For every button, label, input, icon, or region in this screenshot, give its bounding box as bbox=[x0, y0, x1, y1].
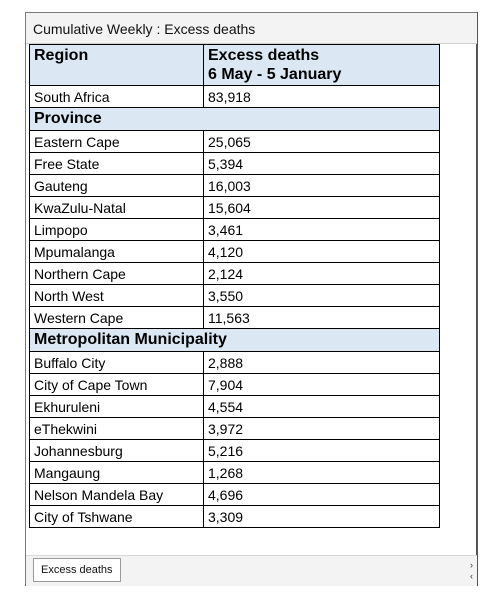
value-cell: 15,604 bbox=[203, 196, 440, 219]
table-row: Mpumalanga 4,120 bbox=[29, 240, 440, 263]
excess-deaths-header-line1: Excess deaths bbox=[208, 47, 320, 64]
table-row: City of Tshwane 3,309 bbox=[29, 505, 440, 528]
table-row: eThekwini 3,972 bbox=[29, 417, 440, 440]
table-row: Limpopo 3,461 bbox=[29, 218, 440, 241]
table-row: Northern Cape 2,124 bbox=[29, 262, 440, 285]
value-cell: 3,309 bbox=[203, 505, 440, 528]
value-cell: 5,394 bbox=[203, 152, 440, 175]
region-cell: Gauteng bbox=[29, 174, 204, 197]
value-cell: 4,120 bbox=[203, 240, 440, 263]
value-cell: 83,918 bbox=[203, 85, 440, 108]
value-cell: 7,904 bbox=[203, 373, 440, 396]
data-sheet: Region Excess deaths 6 May - 5 January S… bbox=[29, 44, 464, 528]
region-header: Region bbox=[29, 44, 204, 86]
value-cell: 16,003 bbox=[203, 174, 440, 197]
value-cell: 4,554 bbox=[203, 395, 440, 418]
table-row: KwaZulu-Natal 15,604 bbox=[29, 196, 440, 219]
value-cell: 3,550 bbox=[203, 284, 440, 307]
table-row: City of Cape Town 7,904 bbox=[29, 373, 440, 396]
region-cell: Western Cape bbox=[29, 306, 204, 329]
table-row: Buffalo City 2,888 bbox=[29, 351, 440, 374]
value-cell: 25,065 bbox=[203, 130, 440, 153]
table-row: Ekhuruleni 4,554 bbox=[29, 395, 440, 418]
value-cell: 2,888 bbox=[203, 351, 440, 374]
region-cell: KwaZulu-Natal bbox=[29, 196, 204, 219]
value-cell: 5,216 bbox=[203, 439, 440, 462]
excess-deaths-header: Excess deaths 6 May - 5 January bbox=[203, 44, 440, 86]
table-row: Western Cape 11,563 bbox=[29, 306, 440, 329]
sheet-tab-excess-deaths[interactable]: Excess deaths bbox=[33, 558, 121, 582]
region-cell: Johannesburg bbox=[29, 439, 204, 462]
table-row: Eastern Cape 25,065 bbox=[29, 130, 440, 153]
metro-section-row: Metropolitan Municipality bbox=[29, 328, 440, 352]
region-cell: Mpumalanga bbox=[29, 240, 204, 263]
value-cell: 11,563 bbox=[203, 306, 440, 329]
value-cell: 3,461 bbox=[203, 218, 440, 241]
region-cell: South Africa bbox=[29, 85, 204, 108]
region-cell: Limpopo bbox=[29, 218, 204, 241]
table-row: Mangaung 1,268 bbox=[29, 461, 440, 484]
region-cell: Eastern Cape bbox=[29, 130, 204, 153]
province-section-label: Province bbox=[29, 107, 440, 131]
report-window: Cumulative Weekly : Excess deaths Region… bbox=[25, 12, 478, 586]
chevron-right-icon[interactable]: › bbox=[470, 560, 473, 570]
province-section-row: Province bbox=[29, 107, 440, 131]
value-cell: 3,972 bbox=[203, 417, 440, 440]
region-cell: Mangaung bbox=[29, 461, 204, 484]
region-cell: North West bbox=[29, 284, 204, 307]
region-cell: Buffalo City bbox=[29, 351, 204, 374]
excess-deaths-table: Region Excess deaths 6 May - 5 January S… bbox=[29, 44, 440, 528]
report-title: Cumulative Weekly : Excess deaths bbox=[33, 21, 256, 37]
value-cell: 1,268 bbox=[203, 461, 440, 484]
region-cell: City of Tshwane bbox=[29, 505, 204, 528]
table-row: Johannesburg 5,216 bbox=[29, 439, 440, 462]
table-row: North West 3,550 bbox=[29, 284, 440, 307]
region-cell: eThekwini bbox=[29, 417, 204, 440]
table-row: Nelson Mandela Bay 4,696 bbox=[29, 483, 440, 506]
sheet-tab-bar: Excess deaths › ‹ bbox=[26, 555, 477, 586]
chevron-left-icon[interactable]: ‹ bbox=[470, 571, 473, 581]
value-cell: 2,124 bbox=[203, 262, 440, 285]
excess-deaths-header-line2: 6 May - 5 January bbox=[208, 66, 342, 83]
report-title-bar: Cumulative Weekly : Excess deaths bbox=[26, 13, 477, 44]
metro-section-label: Metropolitan Municipality bbox=[29, 328, 440, 352]
table-row: Free State 5,394 bbox=[29, 152, 440, 175]
table-row-national: South Africa 83,918 bbox=[29, 85, 440, 108]
table-row: Gauteng 16,003 bbox=[29, 174, 440, 197]
region-cell: Northern Cape bbox=[29, 262, 204, 285]
region-cell: Ekhuruleni bbox=[29, 395, 204, 418]
region-cell: Nelson Mandela Bay bbox=[29, 483, 204, 506]
header-row: Region Excess deaths 6 May - 5 January bbox=[29, 44, 440, 86]
region-cell: Free State bbox=[29, 152, 204, 175]
value-cell: 4,696 bbox=[203, 483, 440, 506]
region-cell: City of Cape Town bbox=[29, 373, 204, 396]
